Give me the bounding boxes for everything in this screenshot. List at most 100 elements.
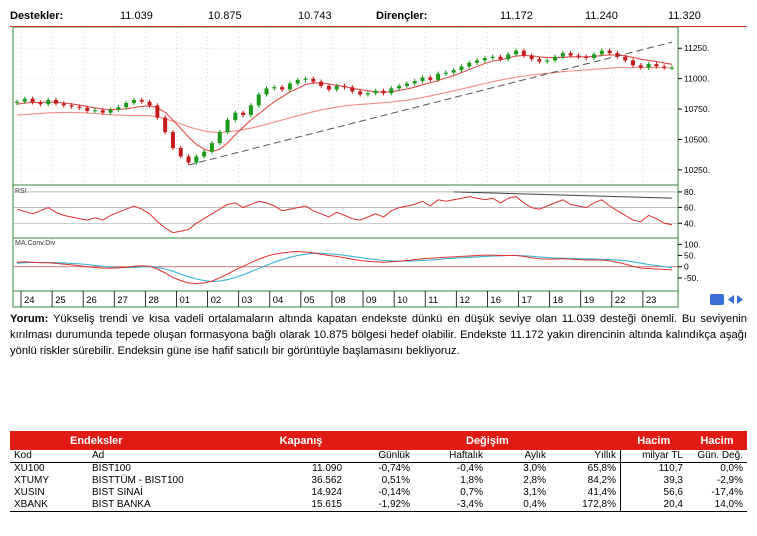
table-subheader: Kod Ad Günlük Haftalık Aylık Yıllık mily… <box>10 450 747 463</box>
candle-body <box>514 50 519 55</box>
price-tick-label: 10500. <box>684 134 710 144</box>
date-tick-label: 02 <box>211 295 222 306</box>
candle-body <box>560 53 565 57</box>
macd-label: MA.Conv.Div <box>15 240 56 247</box>
row-aylik: 3,0% <box>523 463 546 474</box>
row-kod: XUSIN <box>14 487 45 498</box>
row-hacim: 56,6 <box>620 487 687 499</box>
candle-body <box>599 50 604 55</box>
candle-body <box>506 54 511 60</box>
candle-body <box>30 98 35 103</box>
row-hacim: 20,4 <box>620 499 687 512</box>
row-ad: BISTTÜM - BIST100 <box>92 475 184 486</box>
macd-panel <box>12 237 679 292</box>
candle-body <box>108 109 113 113</box>
support-2: 10.875 <box>208 10 242 22</box>
date-tick-label: 08 <box>335 295 346 306</box>
candle-body <box>529 55 534 60</box>
candle-body <box>326 85 331 90</box>
scroll-left-icon <box>728 295 734 304</box>
candle-body <box>373 90 378 94</box>
date-tick-label: 26 <box>86 295 97 306</box>
candle-body <box>178 147 183 157</box>
candle-body <box>404 83 409 86</box>
candle-body <box>342 85 347 88</box>
date-tick-label: 01 <box>179 295 190 306</box>
row-yillik: 84,2% <box>587 475 616 486</box>
macd-line <box>16 250 673 285</box>
row-aylik: 2,8% <box>523 475 546 486</box>
candle-body <box>131 99 136 103</box>
candle-body <box>38 102 43 105</box>
candle-body <box>631 60 636 66</box>
candle-body <box>311 78 316 82</box>
row-haftalik: -0,4% <box>456 463 483 474</box>
row-gun-deg: -17,4% <box>711 487 743 498</box>
candle-body <box>194 156 199 163</box>
candle-body <box>303 78 308 80</box>
row-gun-deg: 14,0% <box>687 499 747 512</box>
subheader-gunluk: Günlük <box>346 450 414 463</box>
candle-body <box>15 101 19 103</box>
row-kapanis: 36.562 <box>311 475 342 486</box>
header-hacim-1: Hacim <box>620 431 687 450</box>
candle-body <box>576 55 581 57</box>
row-kapanis: 15.615 <box>256 499 346 512</box>
candle-body <box>248 105 253 116</box>
candle-body <box>209 143 214 152</box>
candle-body <box>272 87 277 89</box>
date-tick-label: 27 <box>117 295 128 306</box>
date-tick-label: 04 <box>273 295 284 306</box>
zoom-icon <box>710 294 724 305</box>
rsi-label: RSI <box>15 188 27 195</box>
candle-body <box>451 70 456 73</box>
row-gun-deg: 0,0% <box>720 463 743 474</box>
candle-body <box>553 56 558 61</box>
table-row: XU100 BIST100 11.090 -0,74% -0,4% 3,0% 6… <box>10 462 747 475</box>
candle-body <box>124 102 129 108</box>
candle-body <box>319 81 324 86</box>
candle-body <box>459 66 464 71</box>
date-tick-label: 28 <box>148 295 159 306</box>
date-tick-label: 09 <box>366 295 377 306</box>
header-kapanis: Kapanış <box>256 431 346 450</box>
rsi-panel <box>12 184 679 239</box>
row-yillik: 41,4% <box>587 487 616 498</box>
trend-line <box>188 41 673 166</box>
table-row: XUSIN BIST SINAİ 14.924 -0,14% 0,7% 3,1%… <box>10 487 747 499</box>
candle-body <box>365 93 370 95</box>
levels-bar: Destekler: 11.039 10.875 10.743 Dirençle… <box>10 4 747 27</box>
table-row: XBANK BIST BANKA 15.615 -1,92% -3,4% 0,4… <box>10 499 747 512</box>
price-tick-label: 11000. <box>684 74 709 84</box>
candle-body <box>482 57 487 61</box>
row-ad: BIST100 <box>92 463 131 474</box>
table-row: XTUMY BISTTÜM - BIST100 36.562 0,51% 1,8… <box>10 475 747 487</box>
candle-body <box>77 106 82 108</box>
commentary-text: Yükseliş trendi ve kısa vadeli ortalamal… <box>10 313 747 357</box>
candle-body <box>537 59 542 62</box>
candle-body <box>420 77 425 82</box>
candle-body <box>584 56 589 58</box>
support-3: 10.743 <box>298 10 332 22</box>
rsi-tick-label: 60. <box>684 203 696 213</box>
candle-body <box>334 85 339 90</box>
date-tick-label: 12 <box>459 295 470 306</box>
candle-body <box>350 87 355 92</box>
candle-body <box>428 77 433 80</box>
date-tick-label: 22 <box>615 295 626 306</box>
date-tick-label: 11 <box>428 295 438 306</box>
candle-body <box>147 101 152 106</box>
candle-body <box>670 67 674 69</box>
row-aylik: 0,4% <box>487 499 550 512</box>
resistance-2: 11.240 <box>585 10 618 22</box>
subheader-aylik: Aylık <box>487 450 550 463</box>
row-gunluk: -0,74% <box>378 463 410 474</box>
candle-body <box>92 110 97 112</box>
header-endeksler: Endeksler <box>10 431 256 450</box>
candle-body <box>412 81 417 84</box>
row-kapanis: 14.924 <box>311 487 342 498</box>
candle-body <box>264 88 269 95</box>
scroll-right-icon <box>737 295 743 304</box>
row-gunluk: -1,92% <box>346 499 414 512</box>
candle-body <box>623 56 628 61</box>
